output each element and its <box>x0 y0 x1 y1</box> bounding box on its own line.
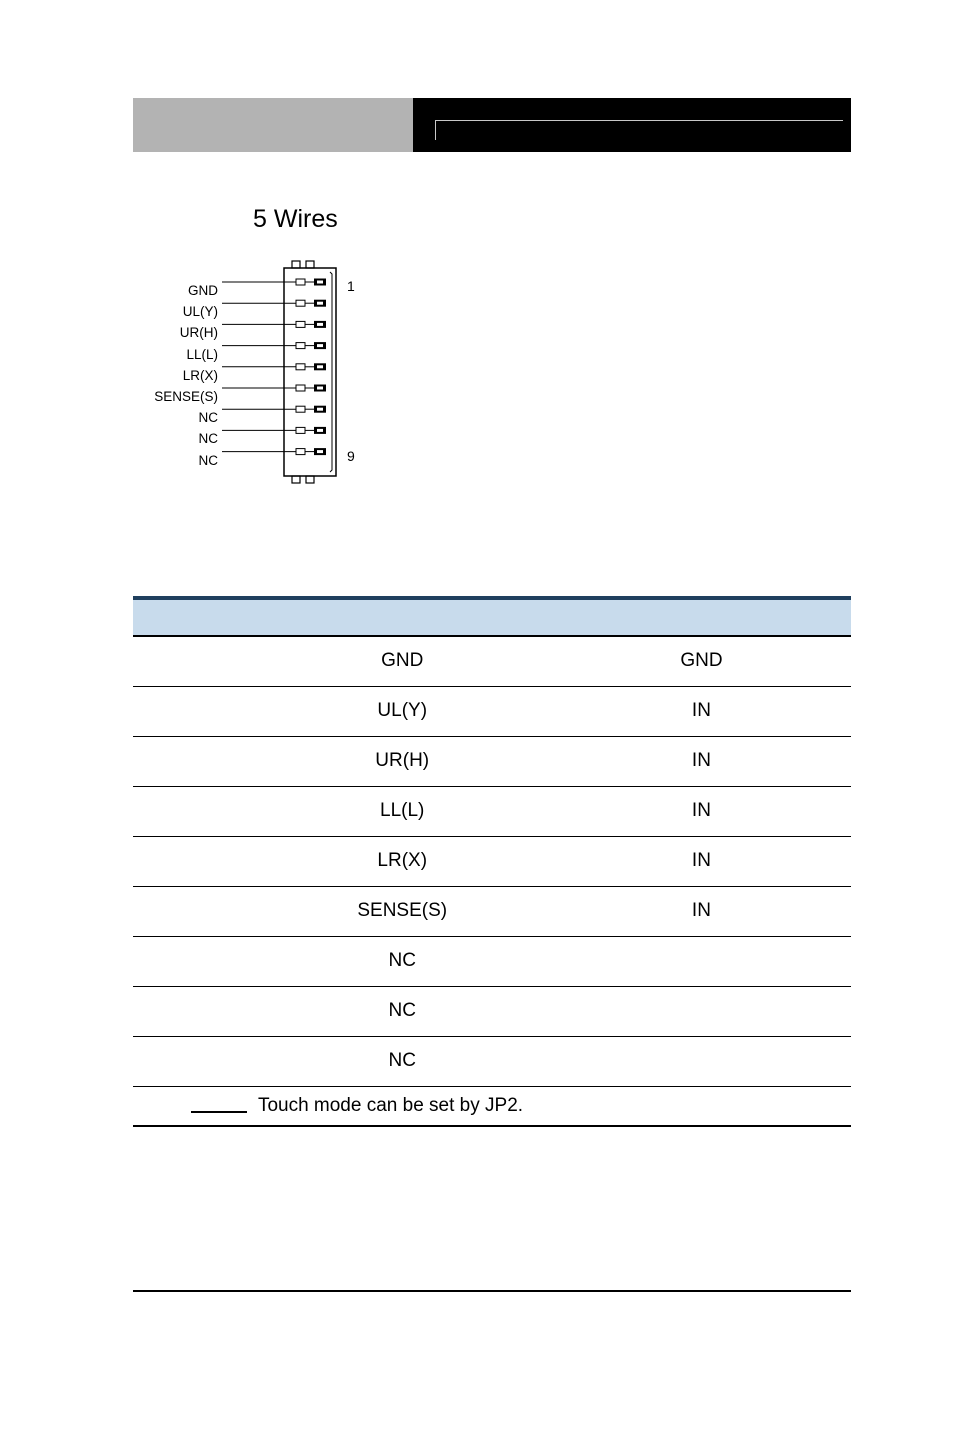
cell-pin <box>133 936 253 986</box>
pin-label: GND <box>110 280 218 301</box>
pin-number-top: 1 <box>347 278 355 294</box>
pin-number-bottom: 9 <box>347 448 355 464</box>
table-header-row <box>133 598 851 636</box>
pin-label: LR(X) <box>110 365 218 386</box>
cell-io: IN <box>552 886 851 936</box>
cell-signal: LL(L) <box>253 786 552 836</box>
cell-signal: NC <box>253 936 552 986</box>
header-right-inner-rule <box>435 120 843 140</box>
pin-label: UR(H) <box>110 322 218 343</box>
pin-label: NC <box>110 428 218 449</box>
table-row: GND GND <box>133 636 851 686</box>
pin-table: GND GND UL(Y) IN UR(H) IN LL(L) IN <box>133 596 851 1127</box>
cell-pin <box>133 686 253 736</box>
table-row: UR(H) IN <box>133 736 851 786</box>
cell-io: IN <box>552 686 851 736</box>
cell-pin <box>133 786 253 836</box>
table-row: UL(Y) IN <box>133 686 851 736</box>
table-row: NC <box>133 936 851 986</box>
cell-signal: UR(H) <box>253 736 552 786</box>
cell-pin <box>133 636 253 686</box>
cell-signal: SENSE(S) <box>253 886 552 936</box>
header-bar <box>133 98 851 152</box>
pin-label: NC <box>110 450 218 471</box>
cell-signal: GND <box>253 636 552 686</box>
footer-rule <box>133 1290 851 1292</box>
table-row: LR(X) IN <box>133 836 851 886</box>
cell-pin <box>133 836 253 886</box>
cell-signal: NC <box>253 1036 552 1086</box>
pin-label: NC <box>110 407 218 428</box>
pin-labels: GND UL(Y) UR(H) LL(L) LR(X) SENSE(S) NC … <box>110 280 218 471</box>
cell-pin <box>133 986 253 1036</box>
cell-io <box>552 936 851 986</box>
connector-icon <box>222 258 352 488</box>
cell-signal: UL(Y) <box>253 686 552 736</box>
note-text: Touch mode can be set by JP2. <box>258 1095 523 1116</box>
cell-io <box>552 986 851 1036</box>
header-left <box>133 98 413 152</box>
cell-pin <box>133 736 253 786</box>
cell-pin <box>133 886 253 936</box>
table-note-row: Touch mode can be set by JP2. <box>133 1086 851 1126</box>
cell-signal: LR(X) <box>253 836 552 886</box>
table-row: LL(L) IN <box>133 786 851 836</box>
table-row: NC <box>133 986 851 1036</box>
pin-label: LL(L) <box>110 344 218 365</box>
cell-io: IN <box>552 836 851 886</box>
cell-io: IN <box>552 786 851 836</box>
cell-io <box>552 1036 851 1086</box>
pin-label: SENSE(S) <box>110 386 218 407</box>
pin-label: UL(Y) <box>110 301 218 322</box>
table-row: SENSE(S) IN <box>133 886 851 936</box>
cell-pin <box>133 1036 253 1086</box>
cell-io: IN <box>552 736 851 786</box>
pin-diagram: GND UL(Y) UR(H) LL(L) LR(X) SENSE(S) NC … <box>110 258 350 498</box>
diagram-title: 5 Wires <box>253 205 338 234</box>
cell-io: GND <box>552 636 851 686</box>
cell-signal: NC <box>253 986 552 1036</box>
header-right <box>413 98 851 152</box>
note-underline <box>191 1111 247 1113</box>
table-row: NC <box>133 1036 851 1086</box>
